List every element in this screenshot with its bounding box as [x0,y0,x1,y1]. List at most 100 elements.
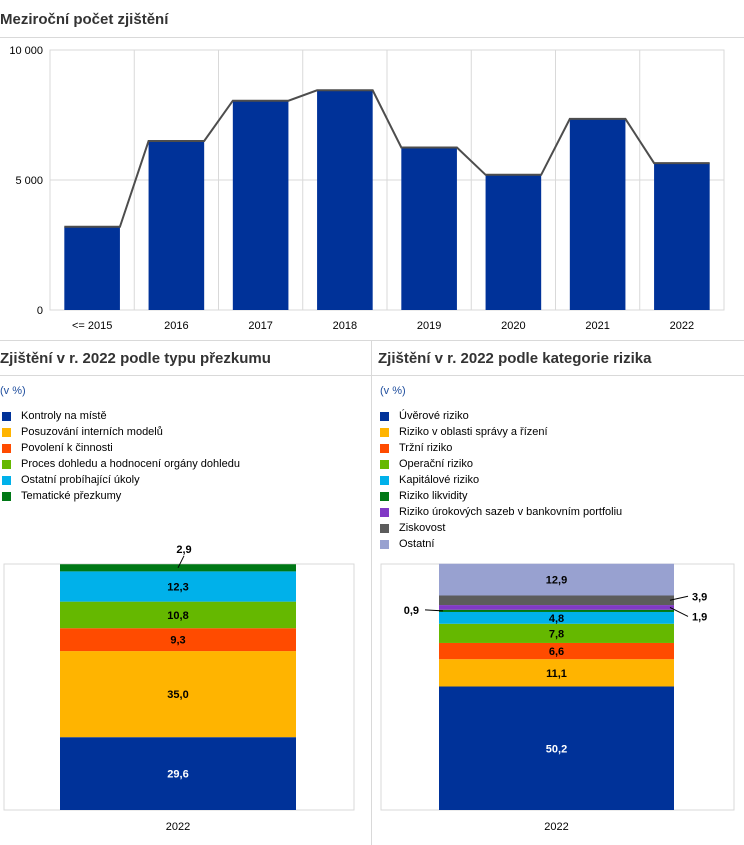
x-tick-label: 2017 [248,320,272,332]
legend-swatch [380,475,389,485]
legend-item: Posuzování interních modelů [2,424,240,440]
legend-item: Povolení k činnosti [2,440,240,456]
left-segment [60,571,296,602]
trend-line [64,89,710,228]
bar [569,118,626,311]
right-segment-label: 7,8 [549,628,564,640]
left-segment [60,651,296,738]
y-tick-label: 5 000 [15,175,43,187]
left-callout-line [177,555,185,569]
left-segment [60,628,296,652]
right-segment-label: 0,9 [404,605,419,617]
legend-item: Kapitálové riziko [380,472,622,488]
y-tick-label: 10 000 [9,45,43,57]
right-segment [439,686,674,810]
legend-swatch [2,459,11,469]
bar [148,141,205,310]
top-chart-title: Meziroční počet zjištění [0,11,169,28]
y-tick-label: 0 [37,305,43,317]
left-unit-label: (v %) [0,385,26,397]
right-callout-line [669,606,689,617]
right-segment-label: 12,9 [546,575,567,587]
legend-label: Ziskovost [399,522,446,534]
left-segment-label: 9,3 [170,635,185,647]
legend-label: Povolení k činnosti [21,442,113,454]
bottom-column-divider [371,340,372,845]
legend-item: Ziskovost [380,520,622,536]
legend-item: Riziko likvidity [380,488,622,504]
legend-swatch [380,443,389,453]
legend-swatch [380,507,389,517]
legend-swatch [380,523,389,533]
right-segment [439,659,674,687]
legend-label: Riziko likvidity [399,490,468,502]
right-segment-label: 1,9 [692,611,707,623]
legend-item: Kontroly na místě [2,408,240,424]
bar [317,90,373,310]
right-segment-label: 11,1 [546,668,567,680]
right-segment-label: 3,9 [692,591,707,603]
left-segment-label: 35,0 [167,689,188,701]
right-callout-line [669,595,689,601]
right-segment [439,642,674,660]
legend-swatch [2,475,11,485]
legend-swatch [380,411,389,421]
left-legend: Kontroly na místě Posuzování interních mo… [2,408,240,504]
right-segment [439,611,674,624]
x-tick-label: 2018 [333,320,357,332]
legend-item: Tržní riziko [380,440,622,456]
legend-item: Riziko úrokových sazeb v bankovním portf… [380,504,622,520]
left-x-tick-label: 2022 [166,821,190,833]
legend-label: Proces dohledu a hodnocení orgány dohled… [21,458,240,470]
bar [64,226,120,310]
legend-item: Operační riziko [380,456,622,472]
legend-swatch [2,411,11,421]
legend-swatch [2,443,11,453]
left-chart-title: Zjištění v r. 2022 podle typu přezkumu [0,350,271,367]
legend-label: Úvěrové riziko [399,410,469,422]
legend-label: Tematické přezkumy [21,490,122,502]
legend-swatch [2,427,11,437]
right-segment-label: 4,8 [549,613,564,625]
x-tick-label: 2019 [417,320,441,332]
legend-swatch [380,459,389,469]
legend-swatch [380,539,389,549]
legend-label: Tržní riziko [399,442,453,454]
legend-swatch [2,491,11,501]
bottom-section-divider-top [0,340,744,341]
legend-label: Posuzování interních modelů [21,426,163,438]
legend-label: Riziko úrokových sazeb v bankovním portf… [399,506,623,518]
left-segment-label: 2,9 [176,544,191,556]
legend-label: Kapitálové riziko [399,474,480,486]
right-x-tick-label: 2022 [544,821,568,833]
top-bar-chart: 0 5 000 10 000 <= 2015 2016 2017 2018 2019 2020 2… [9,45,725,332]
legend-label: Kontroly na místě [21,410,107,422]
legend-item: Ostatní probíhající úkoly [2,472,240,488]
right-segment-label: 50,2 [546,743,567,755]
right-segment-label: 6,6 [549,646,564,658]
bar [401,147,457,310]
legend-label: Ostatní [399,538,435,550]
legend-swatch [380,491,389,501]
right-legend: Úvěrové riziko Riziko v oblasti správy a … [380,408,622,552]
legend-label: Ostatní probíhající úkoly [21,474,140,486]
left-segment-label: 10,8 [167,610,188,622]
right-segment [439,605,674,610]
x-tick-label: <= 2015 [72,320,112,332]
legend-item: Tematické přezkumy [2,488,240,504]
bar [654,163,710,310]
left-segment [60,601,296,629]
left-segment-label: 12,3 [167,582,188,594]
right-segment [439,595,674,606]
bar [232,100,289,310]
legend-item: Riziko v oblasti správy a řízení [380,424,622,440]
legend-label: Riziko v oblasti správy a řízení [399,426,548,438]
legend-label: Operační riziko [399,458,473,470]
legend-item: Proces dohledu a hodnocení orgány dohled… [2,456,240,472]
right-unit-label: (v %) [380,385,406,397]
top-title-divider [0,37,744,38]
right-chart-title: Zjištění v r. 2022 podle kategorie rizik… [378,350,652,367]
x-tick-label: 2021 [585,320,609,332]
right-callout-line [424,609,444,612]
